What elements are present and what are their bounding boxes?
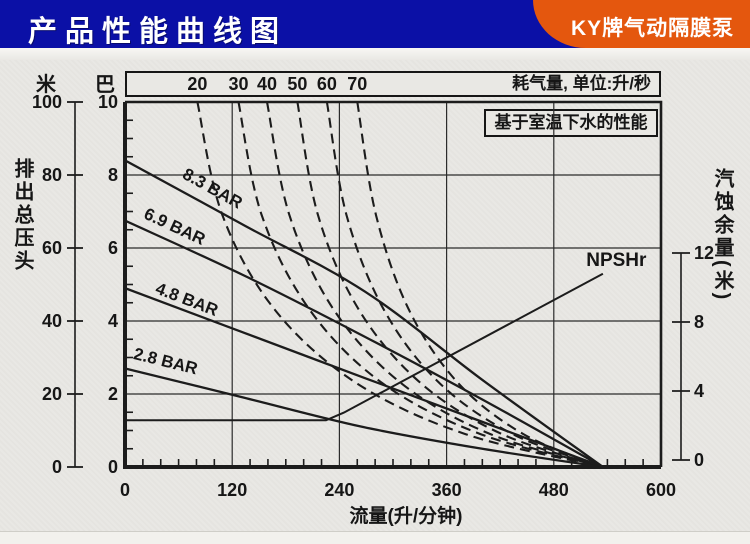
npshr-curve — [125, 272, 604, 422]
bar-tick-label: 6 — [108, 238, 118, 258]
pressure-curve-label: 8.3 BAR — [179, 164, 245, 212]
pressure-curve-label: 2.8 BAR — [132, 344, 200, 378]
bar-tick-label: 4 — [108, 311, 118, 331]
header-divider — [0, 48, 750, 60]
air-consumption-axis-label: 耗气量, 单位:升/秒 — [512, 74, 651, 93]
pressure-curve-6.9-bar — [124, 219, 604, 469]
meters-tick-label: 60 — [42, 238, 62, 258]
air-curve-30 — [237, 101, 604, 469]
air-curve-40 — [265, 101, 604, 469]
left-axis-bar-header: 巴 — [95, 74, 115, 96]
header-bar: 产品性能曲线图 KY牌气动隔膜泵 — [0, 0, 750, 48]
plot-border-left-bottom — [123, 102, 661, 469]
flow-tick-label: 600 — [646, 480, 676, 500]
npshr-label: NPSHr — [586, 250, 647, 271]
meters-tick-label: 40 — [42, 311, 62, 331]
pressure-curve-label: 4.8 BAR — [153, 279, 221, 320]
brand-name: KY牌气动隔膜泵 — [571, 17, 735, 40]
plot-border-top-right — [125, 100, 663, 467]
note-box: 基于室温下水的性能 — [484, 109, 658, 137]
brand-badge: KY牌气动隔膜泵 — [533, 0, 750, 48]
pressure-curve-2.8-bar — [124, 367, 604, 469]
air-curve-20 — [196, 101, 604, 469]
npsh-tick-label: 8 — [694, 312, 704, 332]
meters-tick-label: 80 — [42, 165, 62, 185]
meters-tick-label: 0 — [52, 457, 62, 477]
flow-tick-label: 0 — [120, 480, 130, 500]
pressure-curve-4.8-bar — [124, 287, 604, 469]
left-axis-meters-header: 米 — [36, 74, 56, 96]
air-curve-70 — [356, 101, 604, 468]
npsh-tick-label: 0 — [694, 450, 704, 470]
npsh-tick-label: 4 — [694, 381, 704, 401]
meters-tick-label: 20 — [42, 384, 62, 404]
x-axis-title: 流量(升/分钟) — [349, 506, 463, 527]
left-axis-title: 排出总压头 — [11, 158, 33, 273]
air-curve-60 — [325, 101, 604, 468]
right-axis-title: 汽蚀余量(米) — [711, 168, 733, 303]
air-curve-50 — [296, 101, 604, 468]
flow-tick-label: 360 — [432, 480, 462, 500]
air-consumption-axis-box: 耗气量, 单位:升/秒 — [125, 71, 661, 97]
flow-tick-label: 120 — [217, 480, 247, 500]
bar-tick-label: 2 — [108, 384, 118, 404]
page-title: 产品性能曲线图 — [28, 16, 288, 48]
flow-tick-label: 240 — [324, 480, 354, 500]
bar-tick-label: 0 — [108, 457, 118, 477]
bottom-divider — [0, 531, 750, 544]
bar-tick-label: 8 — [108, 165, 118, 185]
flow-tick-label: 480 — [539, 480, 569, 500]
pressure-curve-8.3-bar — [124, 159, 604, 468]
pressure-curve-label: 6.9 BAR — [141, 204, 208, 249]
